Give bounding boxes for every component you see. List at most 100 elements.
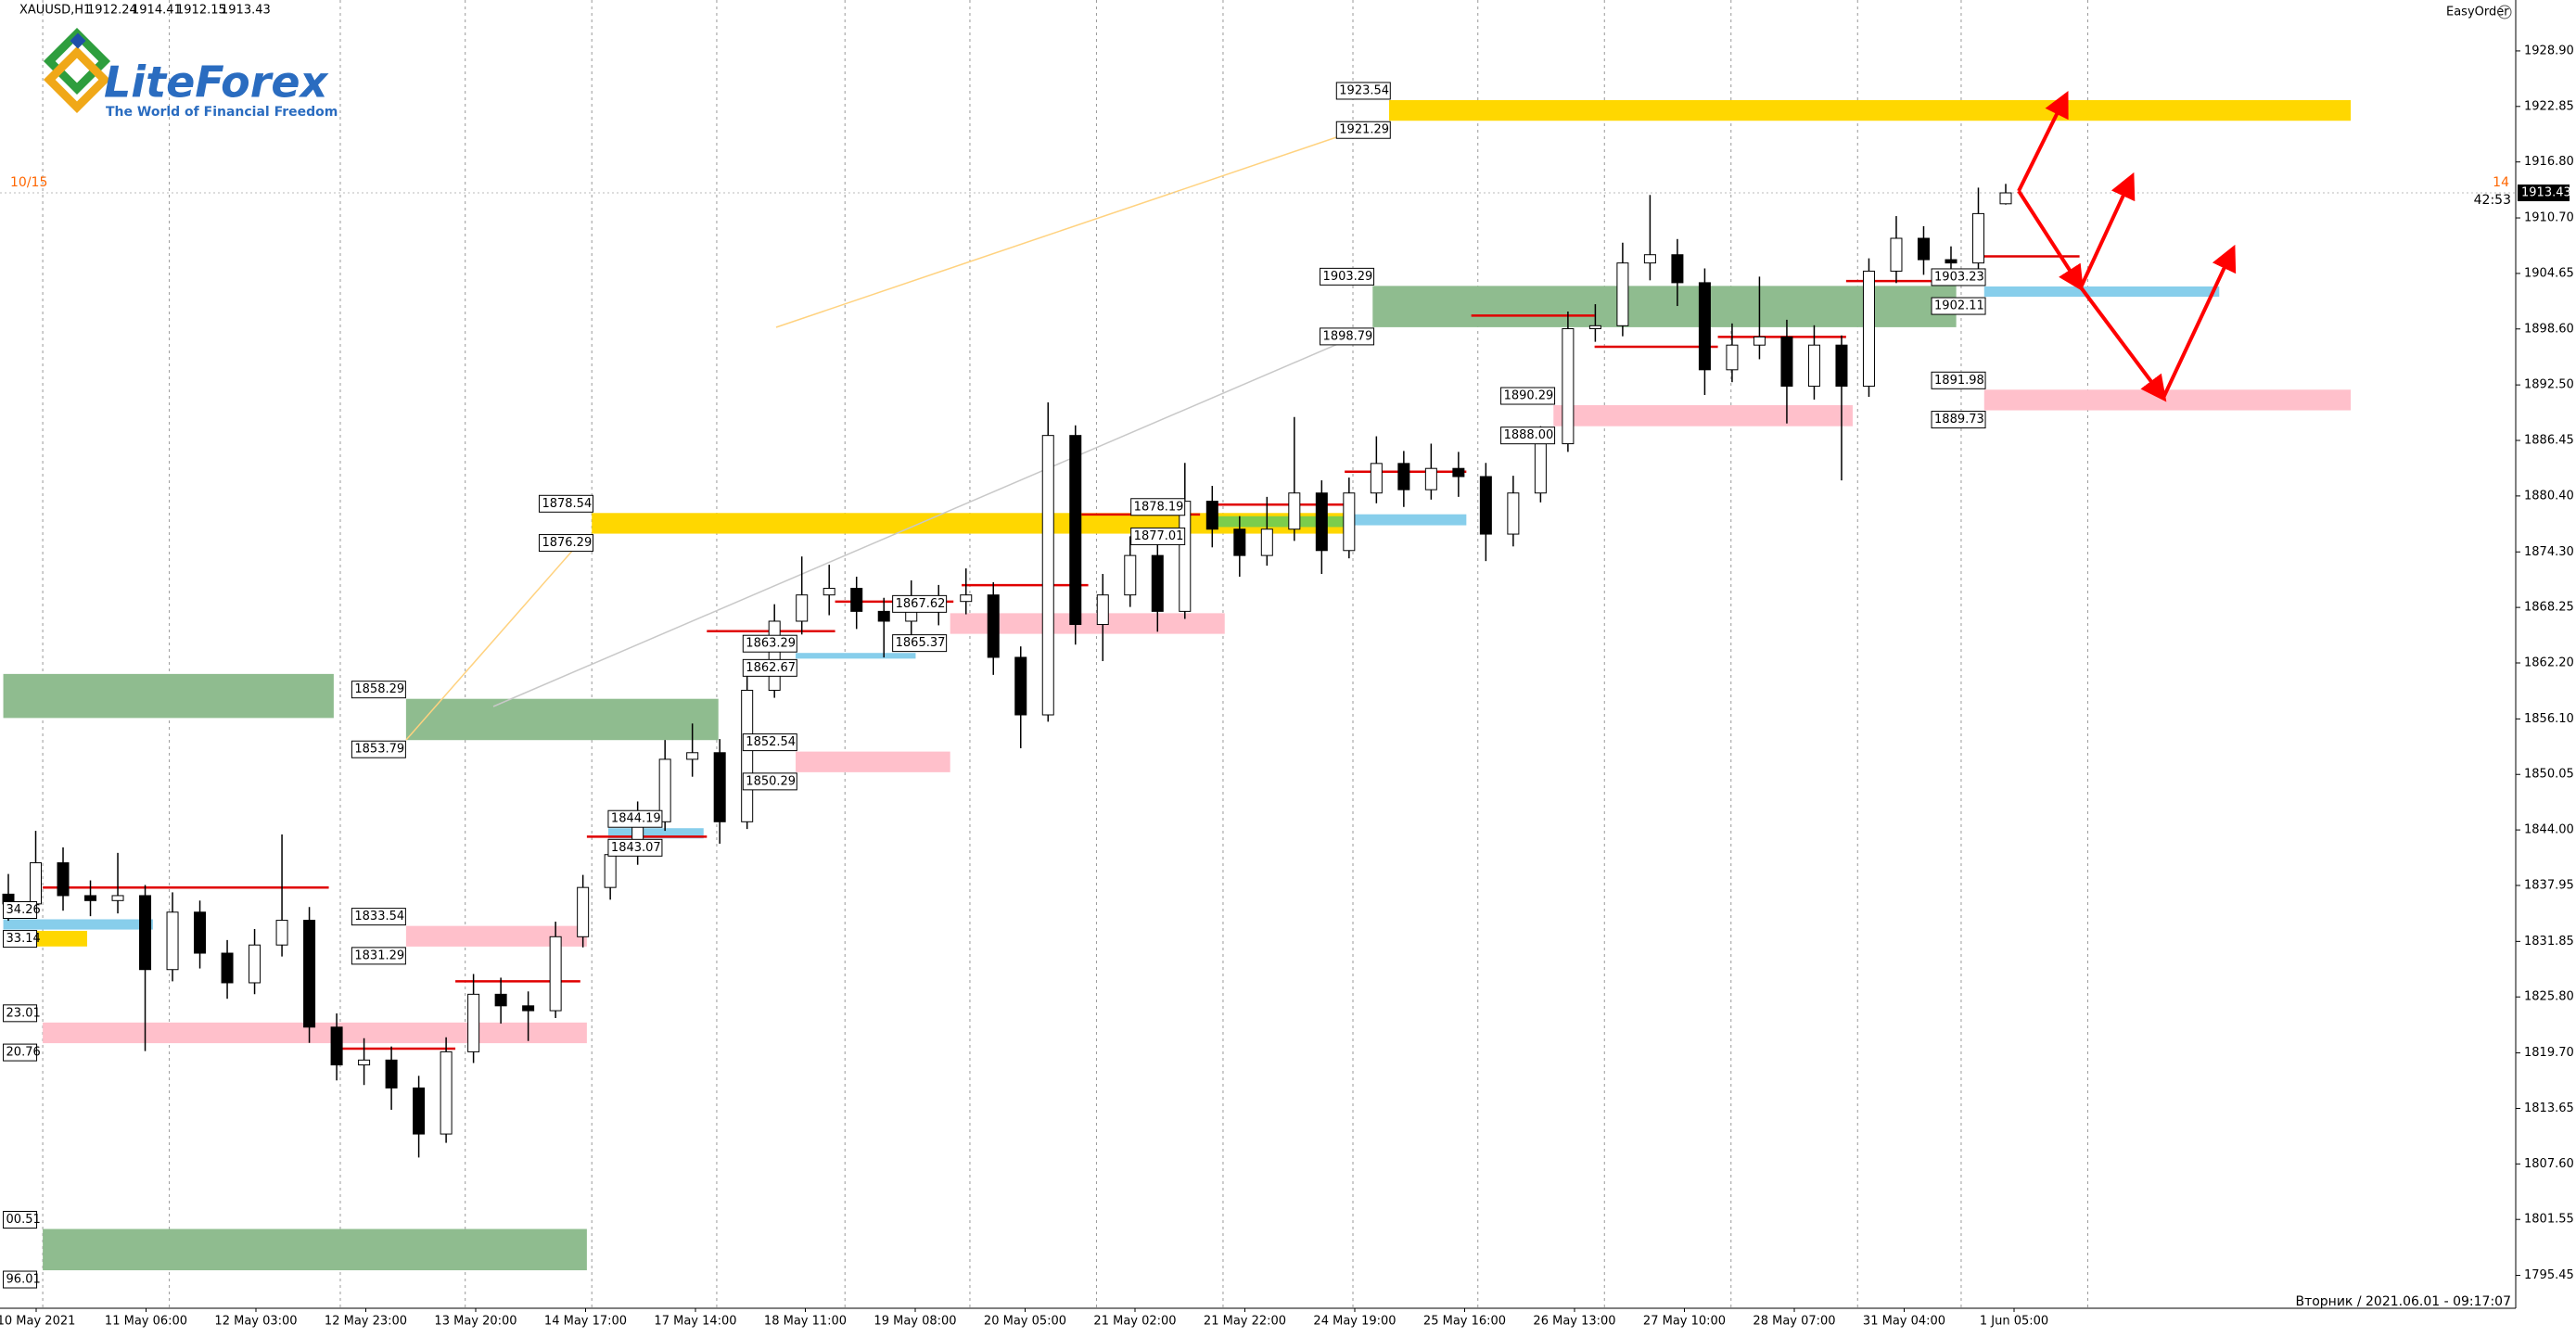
y-tick-label: 1856.10 — [2524, 712, 2574, 726]
price-tag-box — [2518, 185, 2570, 202]
zone-label-box — [1320, 327, 1375, 346]
left-marker: 10/15 — [10, 175, 47, 190]
logo-name: LiteForex — [104, 57, 329, 108]
zone-label: 1921.29 — [1339, 123, 1389, 137]
zone-labels-layer: 1923.54 1921.29 1903.29 1898.79 1890.29 1888.… — [3, 82, 2571, 1289]
logo: LiteForex The World of Financial Freedom — [43, 27, 338, 120]
candle-body — [30, 862, 43, 905]
y-tick-label: 1928.90 — [2524, 44, 2574, 57]
forecast-arrow — [2079, 172, 2136, 288]
zone-label: 1903.23 — [1934, 270, 1984, 284]
candle-body — [1807, 344, 1820, 388]
trend-line — [492, 328, 1373, 707]
y-tick-label: 1892.50 — [2524, 378, 2574, 392]
candle-body — [1370, 463, 1383, 494]
zone-label-box — [538, 494, 593, 513]
x-tick-label: 18 May 11:00 — [764, 1315, 847, 1329]
candle-body — [1041, 435, 1054, 716]
zone-label: 1843.07 — [611, 841, 661, 855]
y-tick-label: 1807.60 — [2524, 1157, 2574, 1171]
candle-body — [385, 1059, 398, 1089]
candle-body — [522, 1005, 535, 1012]
candle-body — [275, 920, 288, 946]
candle-body — [330, 1026, 343, 1066]
y-tick-label: 1831.85 — [2524, 935, 2574, 949]
logo-mark — [43, 45, 111, 114]
zone-label-box — [742, 733, 797, 752]
candle-body — [1452, 467, 1465, 478]
y-tick-label: 1862.20 — [2524, 656, 2574, 670]
x-tick-label: 11 May 06:00 — [105, 1315, 187, 1329]
zone-label-box — [351, 740, 406, 758]
band — [3, 673, 334, 719]
easy-order-icon[interactable] — [2497, 5, 2512, 19]
zone-label: 20.76 — [6, 1046, 41, 1060]
candle-body — [166, 911, 179, 971]
forecast-arrow — [2017, 90, 2069, 192]
zone-label: 1891.98 — [1934, 374, 1984, 388]
y-tick-label: 1868.25 — [2524, 601, 2574, 615]
candle-body — [358, 1059, 371, 1066]
x-tick-label: 21 May 02:00 — [1093, 1315, 1176, 1329]
x-tick-label: 31 May 04:00 — [1863, 1315, 1945, 1329]
x-tick-label: 27 May 10:00 — [1643, 1315, 1726, 1329]
y-tick-label: 1819.70 — [2524, 1046, 2574, 1060]
candle-body — [1971, 212, 1984, 264]
zone-label-box — [892, 594, 948, 613]
y-tick-label: 1837.95 — [2524, 878, 2574, 892]
zone-label-box — [742, 634, 797, 653]
candle-body — [1616, 262, 1629, 326]
y-tick-label: 1795.45 — [2524, 1268, 2574, 1282]
zone — [1389, 99, 2352, 121]
x-tick-label: 12 May 03:00 — [214, 1315, 297, 1329]
candle-body — [494, 993, 507, 1007]
zone-label: 1878.54 — [542, 497, 592, 511]
y-tick-label: 1904.65 — [2524, 266, 2574, 280]
zone-label-box — [1931, 371, 1986, 389]
y-tick-label: 1880.40 — [2524, 489, 2574, 503]
zone-label: 96.01 — [6, 1273, 41, 1287]
candle-body — [1014, 656, 1027, 716]
zone — [3, 919, 153, 930]
x-tick-label: 20 May 05:00 — [984, 1315, 1066, 1329]
zone — [43, 1022, 587, 1044]
zone-label-box — [3, 930, 38, 949]
candles-layer — [2, 184, 2012, 1158]
x-tick-label: 21 May 22:00 — [1204, 1315, 1286, 1329]
zone — [796, 751, 950, 772]
candle-body — [1205, 501, 1218, 530]
trend-line — [775, 131, 1354, 328]
forecast-arrow — [2017, 189, 2085, 292]
zone — [607, 828, 704, 839]
zones-layer — [3, 99, 2352, 1271]
candle-body — [1753, 336, 1766, 346]
zone — [1983, 286, 2220, 298]
x-tick-label: 1 Jun 05:00 — [1980, 1315, 2048, 1329]
zone-label: 1863.29 — [746, 637, 796, 651]
easy-order[interactable]: EasyOrder — [2446, 6, 2509, 19]
zone — [1553, 405, 1853, 427]
trend-lines — [405, 131, 1373, 741]
header-low: 1912.15 — [176, 4, 226, 18]
x-tick-label: 24 May 19:00 — [1313, 1315, 1396, 1329]
candle-body — [1945, 259, 1958, 264]
candle-body — [960, 594, 973, 603]
candle-body — [413, 1087, 426, 1135]
candle-body — [549, 936, 562, 1012]
zone-label: 1902.11 — [1934, 299, 1984, 313]
candle-body — [604, 854, 617, 888]
candle-body — [1179, 501, 1192, 612]
candle-body — [139, 895, 152, 971]
logo-mark — [70, 32, 86, 49]
candle-body — [1124, 554, 1137, 596]
y-tick-label: 1844.00 — [2524, 823, 2574, 837]
candle-body — [1643, 254, 1656, 264]
x-tick-label: 12 May 23:00 — [325, 1315, 407, 1329]
zone — [43, 1229, 587, 1271]
zone-label: 1844.19 — [611, 812, 661, 826]
candle-body — [686, 752, 699, 760]
candle-body — [467, 993, 480, 1052]
header-high: 1914.41 — [132, 4, 182, 18]
zone — [405, 698, 719, 741]
candle-body — [1999, 192, 2012, 205]
